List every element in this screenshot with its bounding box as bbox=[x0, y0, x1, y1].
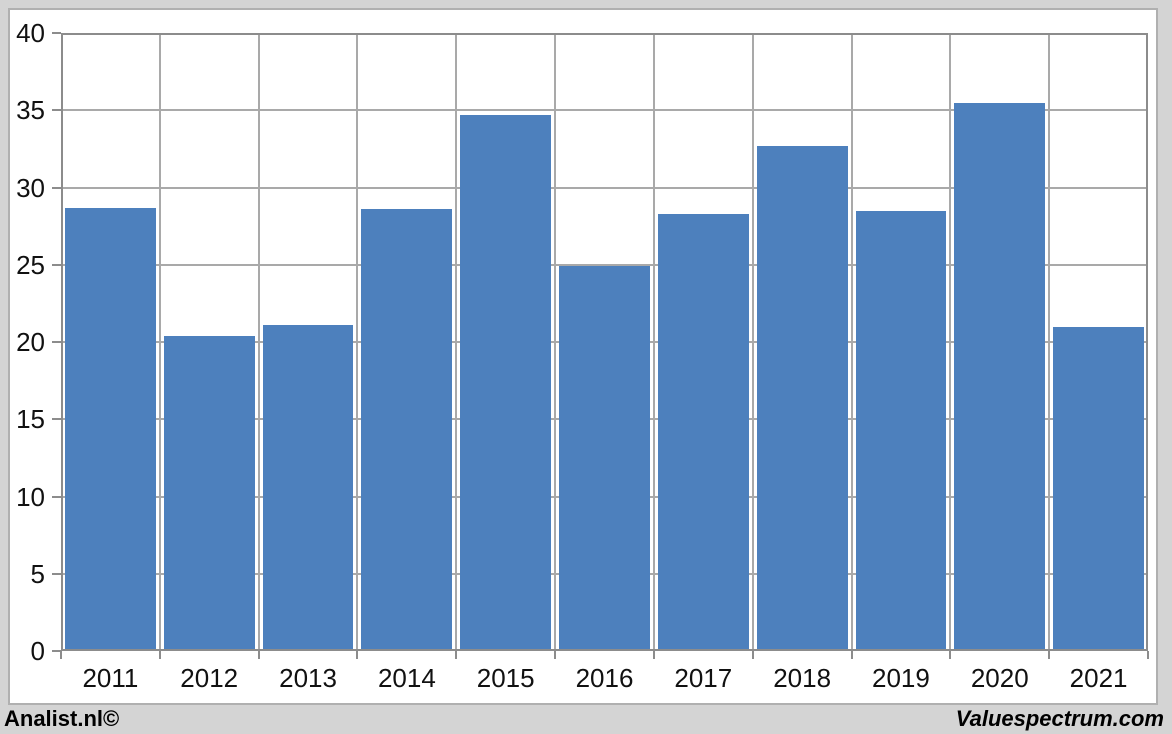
bar-2018 bbox=[756, 145, 848, 651]
y-tick-label-40: 40 bbox=[16, 18, 45, 48]
bar-2020 bbox=[954, 102, 1046, 651]
gridline-v-10 bbox=[1048, 33, 1051, 651]
gridline-v-9 bbox=[949, 33, 952, 651]
gridline-v-4 bbox=[455, 33, 458, 651]
x-tick-label-2019: 2019 bbox=[872, 663, 930, 693]
gridline-h-35 bbox=[61, 109, 1148, 112]
x-tick-mark-2 bbox=[257, 651, 260, 659]
bar-2021 bbox=[1053, 326, 1144, 651]
x-tick-mark-11 bbox=[1147, 651, 1149, 659]
x-tick-mark-6 bbox=[652, 651, 655, 659]
bar-2019 bbox=[855, 210, 947, 651]
x-tick-mark-10 bbox=[1048, 651, 1051, 659]
bar-2014 bbox=[361, 209, 453, 651]
x-tick-label-2020: 2020 bbox=[970, 663, 1029, 693]
x-tick-label-2013: 2013 bbox=[279, 663, 337, 693]
bar-2012 bbox=[163, 335, 255, 651]
bar-2017 bbox=[657, 213, 749, 651]
x-tick-mark-3 bbox=[356, 651, 359, 659]
valuespectrum-brand-label: Valuespectrum.com bbox=[955, 706, 1164, 731]
x-tick-label-2021: 2021 bbox=[1069, 663, 1128, 693]
x-tick-label-2015: 2015 bbox=[476, 663, 535, 693]
y-tick-mark-25 bbox=[52, 263, 61, 266]
y-tick-label-35: 35 bbox=[16, 95, 45, 126]
y-tick-label-15: 15 bbox=[16, 404, 45, 435]
bar-2011 bbox=[65, 207, 156, 651]
y-tick-mark-15 bbox=[52, 418, 61, 421]
x-tick-label-2016: 2016 bbox=[575, 663, 634, 693]
x-tick-label-2014: 2014 bbox=[377, 663, 436, 693]
y-tick-mark-40 bbox=[52, 32, 61, 34]
x-tick-label-2017: 2017 bbox=[674, 663, 733, 693]
y-tick-label-10: 10 bbox=[16, 481, 45, 512]
y-tick-mark-35 bbox=[52, 109, 61, 112]
y-tick-label-20: 20 bbox=[16, 327, 45, 357]
plot-area bbox=[61, 33, 1148, 651]
y-tick-mark-20 bbox=[52, 341, 61, 343]
gridline-h-25 bbox=[61, 263, 1148, 266]
x-tick-label-2011: 2011 bbox=[82, 663, 139, 693]
gridline-v-3 bbox=[356, 33, 359, 651]
y-tick-label-30: 30 bbox=[16, 172, 45, 203]
y-tick-label-25: 25 bbox=[16, 249, 45, 280]
x-tick-label-2012: 2012 bbox=[180, 663, 239, 693]
y-tick-mark-5 bbox=[52, 572, 61, 575]
gridline-v-5 bbox=[554, 33, 557, 651]
x-tick-label-2018: 2018 bbox=[773, 663, 832, 693]
bar-2015 bbox=[460, 114, 552, 651]
x-tick-mark-4 bbox=[455, 651, 458, 659]
y-tick-label-5: 5 bbox=[30, 558, 45, 589]
y-tick-label-0: 0 bbox=[30, 636, 45, 666]
bar-2013 bbox=[262, 325, 354, 651]
gridline-v-7 bbox=[751, 33, 754, 651]
y-tick-mark-10 bbox=[52, 495, 61, 498]
bar-2016 bbox=[559, 266, 650, 651]
analist-brand-label: Analist.nl© bbox=[4, 706, 120, 731]
gridline-v-1 bbox=[158, 33, 161, 651]
y-tick-mark-0 bbox=[52, 650, 61, 652]
x-tick-mark-9 bbox=[949, 651, 952, 659]
gridline-v-2 bbox=[257, 33, 260, 651]
gridline-h-30 bbox=[61, 186, 1148, 189]
x-tick-mark-0 bbox=[60, 651, 62, 659]
x-tick-mark-5 bbox=[554, 651, 557, 659]
footer-bar: Analist.nl© Valuespectrum.com bbox=[0, 705, 1172, 734]
gridline-v-8 bbox=[850, 33, 853, 651]
x-tick-mark-7 bbox=[751, 651, 754, 659]
gridline-v-6 bbox=[652, 33, 655, 651]
x-tick-mark-1 bbox=[158, 651, 161, 659]
x-tick-mark-8 bbox=[850, 651, 853, 659]
y-tick-mark-30 bbox=[52, 186, 61, 189]
